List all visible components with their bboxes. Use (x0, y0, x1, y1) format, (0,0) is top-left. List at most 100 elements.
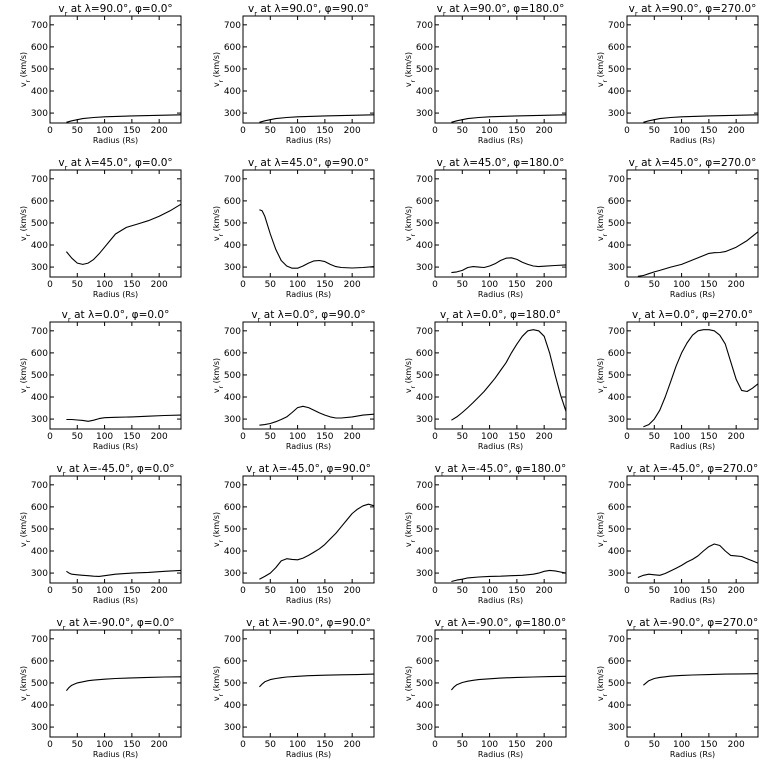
y-tick-label: 500 (416, 219, 433, 229)
y-tick-label: 500 (416, 679, 433, 689)
y-tick-label: 300 (224, 415, 241, 425)
x-tick-label: 150 (123, 586, 140, 596)
x-tick-label: 100 (673, 432, 690, 442)
y-tick-label: 600 (224, 197, 241, 207)
y-tick-label: 400 (224, 547, 241, 557)
panel-title: vr at λ=-45.0°, φ=90.0° (246, 463, 371, 478)
y-tick-label: 700 (416, 635, 433, 645)
panel: vr at λ=-45.0°, φ=270.0° 0 50 100 150 200 300 4… (596, 463, 759, 605)
x-tick-label: 150 (123, 280, 140, 290)
y-tick-label: 300 (416, 415, 433, 425)
y-tick-label: 500 (416, 65, 433, 75)
series-line (259, 673, 375, 688)
x-tick-label: 50 (265, 586, 277, 596)
x-tick-label: 150 (123, 740, 140, 750)
x-tick-label: 50 (649, 280, 661, 290)
y-axis-label: vr (km/s) (404, 666, 417, 701)
panel-title: vr at λ=45.0°, φ=0.0° (58, 157, 172, 172)
x-tick-label: 200 (344, 740, 361, 750)
plot-frame (49, 15, 182, 124)
y-tick-label: 300 (224, 109, 241, 119)
y-tick-label: 500 (31, 525, 48, 535)
plot-frame (434, 475, 567, 584)
x-tick-label: 150 (508, 126, 525, 136)
y-tick-label: 400 (31, 87, 48, 97)
x-tick-label: 200 (344, 126, 361, 136)
x-tick-label: 100 (96, 432, 113, 442)
x-tick-label: 0 (47, 586, 53, 596)
y-axis-label: vr (km/s) (404, 512, 417, 547)
panel: vr at λ=45.0°, φ=180.0° 0 50 100 150 200 300 40… (404, 157, 567, 299)
y-tick-label: 500 (608, 65, 625, 75)
x-tick-label: 200 (728, 586, 745, 596)
x-tick-label: 50 (265, 432, 277, 442)
x-tick-label: 150 (316, 586, 333, 596)
x-tick-label: 200 (536, 740, 553, 750)
panel: vr at λ=0.0°, φ=0.0° 0 50 100 150 200 300 400 50… (19, 309, 182, 451)
y-tick-label: 700 (224, 175, 241, 185)
x-tick-label: 50 (457, 126, 469, 136)
plot-frame (434, 321, 567, 430)
x-tick-label: 50 (265, 280, 277, 290)
y-tick-label: 400 (224, 241, 241, 251)
y-tick-label: 400 (416, 547, 433, 557)
panel-title: vr at λ=-90.0°, φ=0.0° (56, 617, 174, 632)
x-tick-label: 0 (432, 280, 438, 290)
x-tick-label: 150 (700, 280, 717, 290)
x-tick-label: 50 (72, 280, 84, 290)
y-tick-label: 700 (224, 481, 241, 491)
panel-title: vr at λ=45.0°, φ=270.0° (629, 157, 757, 172)
x-tick-label: 200 (151, 280, 168, 290)
y-tick-label: 600 (224, 657, 241, 667)
panel: vr at λ=-45.0°, φ=90.0° 0 50 100 150 200 300 40… (212, 463, 375, 605)
panel-title: vr at λ=-90.0°, φ=270.0° (627, 617, 758, 632)
x-tick-label: 100 (481, 586, 498, 596)
x-tick-label: 100 (673, 126, 690, 136)
panel: vr at λ=-45.0°, φ=0.0° 0 50 100 150 200 300 400… (19, 463, 182, 605)
y-tick-label: 300 (608, 263, 625, 273)
y-tick-label: 400 (31, 241, 48, 251)
panel-title: vr at λ=0.0°, φ=90.0° (251, 309, 365, 324)
series-line (451, 257, 567, 274)
y-tick-label: 500 (416, 371, 433, 381)
y-axis-label: vr (km/s) (596, 52, 609, 87)
x-tick-label: 200 (536, 126, 553, 136)
x-axis-label: Radius (Rs) (286, 750, 331, 759)
x-tick-label: 100 (289, 126, 306, 136)
x-tick-label: 200 (728, 740, 745, 750)
panel-title: vr at λ=0.0°, φ=270.0° (632, 309, 753, 324)
plot-frame (242, 169, 375, 278)
x-tick-label: 0 (240, 740, 246, 750)
x-tick-label: 200 (344, 432, 361, 442)
series-line (259, 209, 375, 269)
y-tick-label: 300 (31, 569, 48, 579)
x-tick-label: 200 (536, 432, 553, 442)
series-line (65, 676, 182, 692)
x-tick-label: 200 (344, 586, 361, 596)
y-tick-label: 500 (224, 525, 241, 535)
y-tick-label: 300 (224, 723, 241, 733)
y-tick-label: 700 (416, 21, 433, 31)
y-tick-label: 500 (608, 679, 625, 689)
x-tick-label: 150 (508, 740, 525, 750)
x-tick-label: 100 (481, 432, 498, 442)
x-axis-label: Radius (Rs) (670, 136, 715, 145)
x-tick-label: 150 (123, 432, 140, 442)
plot-frame (242, 629, 375, 738)
x-tick-label: 0 (432, 432, 438, 442)
panel-title: vr at λ=45.0°, φ=180.0° (437, 157, 565, 172)
x-tick-label: 150 (316, 432, 333, 442)
y-tick-label: 500 (31, 219, 48, 229)
x-tick-label: 100 (289, 280, 306, 290)
x-tick-label: 50 (72, 740, 84, 750)
panel-title: vr at λ=90.0°, φ=90.0° (248, 3, 369, 18)
x-tick-label: 0 (47, 126, 53, 136)
y-axis-label: vr (km/s) (19, 666, 32, 701)
series-line (66, 414, 182, 422)
plot-frame (626, 15, 759, 124)
y-tick-label: 500 (31, 65, 48, 75)
x-tick-label: 200 (728, 280, 745, 290)
x-tick-label: 200 (728, 126, 745, 136)
y-tick-label: 400 (608, 701, 625, 711)
x-tick-label: 50 (265, 740, 277, 750)
